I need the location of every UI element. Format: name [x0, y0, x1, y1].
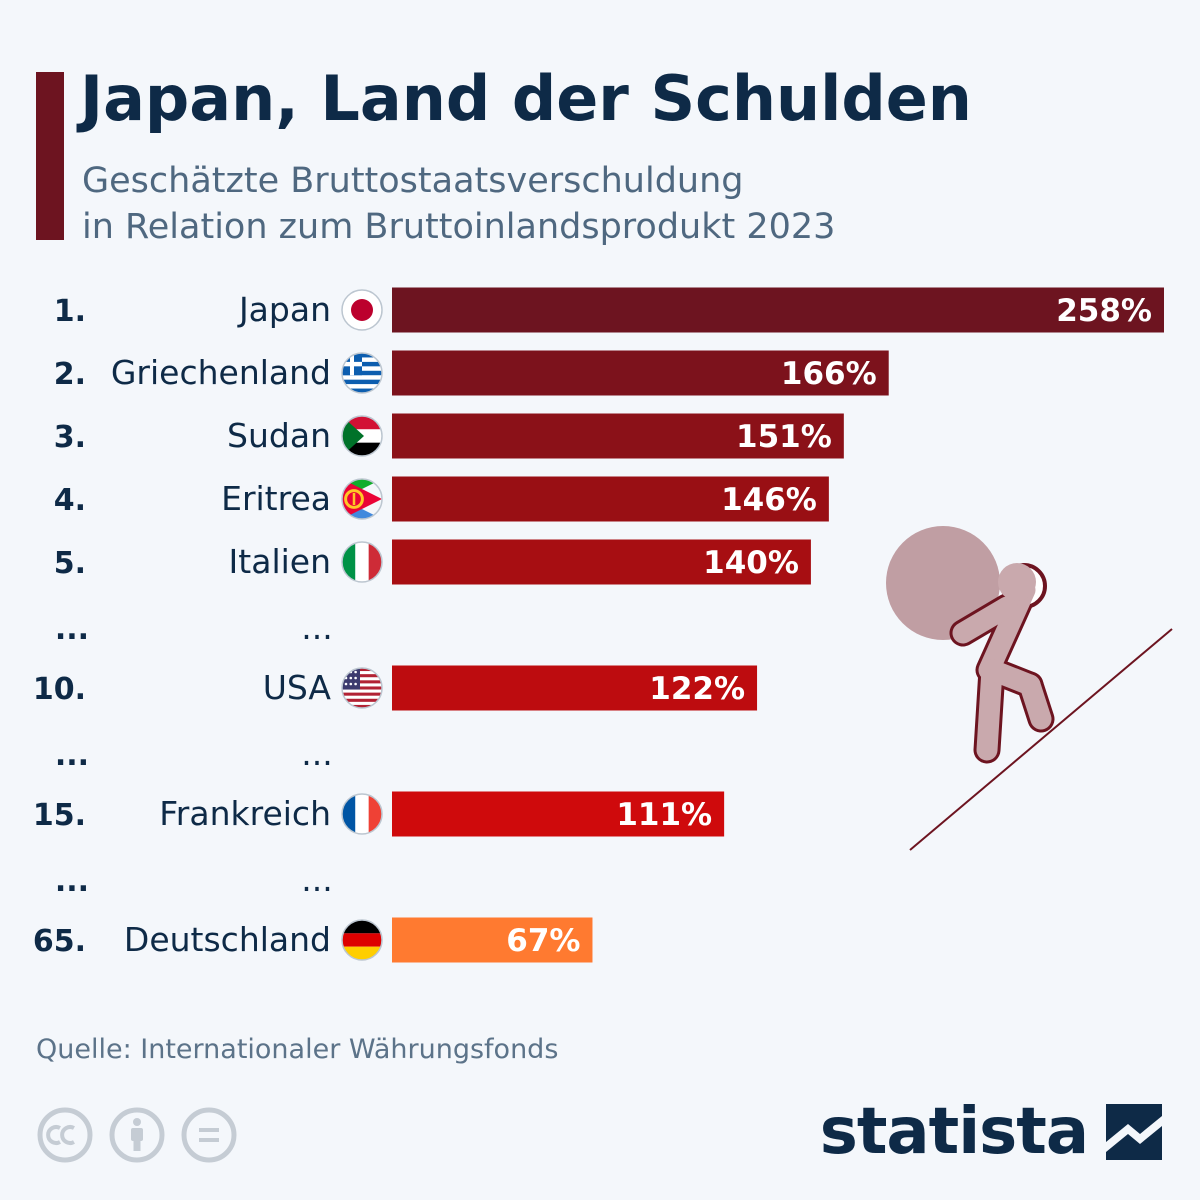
bar-value-label: 111% [616, 797, 712, 833]
rank-label: 15. [33, 798, 86, 833]
statista-logo: statista [820, 1100, 1164, 1164]
debt-bar-chart: 1. Japan 258% 2. Griechenland 166% 3. Sudan 151%… [33, 287, 1164, 963]
page-subtitle: Geschätzte Bruttostaatsverschuldung in R… [82, 158, 835, 250]
license-icons [36, 1106, 238, 1164]
chart-row: 2. Griechenland 166% [54, 350, 889, 396]
attribution-icon[interactable] [108, 1106, 166, 1164]
statista-logo-icon [1106, 1104, 1162, 1160]
country-label: Deutschland [124, 920, 331, 959]
title-accent-bar [36, 72, 64, 240]
rank-label: 65. [33, 924, 86, 959]
sudan-flag-icon [341, 415, 383, 457]
bar [392, 287, 1164, 333]
country-label: Sudan [227, 416, 331, 455]
no-derivatives-icon[interactable] [180, 1106, 238, 1164]
chart-row: 1. Japan 258% [54, 287, 1164, 333]
bar [392, 413, 844, 459]
country-label: Eritrea [221, 479, 331, 518]
chart-row: 3. Sudan 151% [54, 413, 844, 459]
rank-label: ... [55, 864, 89, 899]
bar [392, 917, 593, 963]
bar-value-label: 166% [781, 356, 877, 392]
chart-row: ...... [55, 860, 333, 899]
country-label: Japan [237, 290, 331, 329]
country-label: ... [301, 734, 332, 773]
country-label: Italien [229, 542, 331, 581]
france-flag-icon [341, 793, 383, 835]
bar-value-label: 122% [649, 671, 745, 707]
country-label: ... [301, 860, 332, 899]
source-note: Quelle: Internationaler Währungsfonds [36, 1034, 559, 1065]
bar [392, 539, 811, 585]
bar-value-label: 151% [736, 419, 832, 455]
country-label: ... [301, 608, 332, 647]
bar [392, 476, 829, 522]
chart-row: 5. Italien 140% [54, 539, 811, 585]
eritrea-flag-icon [341, 478, 383, 520]
bar-value-label: 140% [703, 545, 799, 581]
rank-label: 10. [33, 672, 86, 707]
rank-label: 5. [54, 546, 86, 581]
page-title: Japan, Land der Schulden [80, 62, 972, 135]
subtitle-line-2: in Relation zum Bruttoinlandsprodukt 202… [82, 207, 836, 247]
bar-value-label: 258% [1056, 293, 1152, 329]
chart-row: ...... [55, 608, 333, 647]
bar [392, 791, 725, 837]
brand-name: statista [819, 1095, 1089, 1169]
rank-label: 1. [54, 294, 86, 329]
germany-flag-icon [341, 919, 383, 961]
rank-label: ... [55, 612, 89, 647]
chart-row: 65. Deutschland 67% [33, 917, 593, 963]
greece-flag-icon [341, 352, 383, 394]
country-label: USA [263, 668, 332, 707]
rank-label: 2. [54, 357, 86, 392]
bar [392, 665, 758, 711]
rank-label: ... [55, 738, 89, 773]
person-pushing-boulder-uphill-icon [886, 526, 1173, 851]
bar-value-label: 146% [721, 482, 817, 518]
cc-icon[interactable] [36, 1106, 94, 1164]
chart-row: 4. Eritrea 146% [54, 476, 829, 522]
subtitle-line-1: Geschätzte Bruttostaatsverschuldung [82, 161, 744, 201]
country-label: Frankreich [159, 794, 331, 833]
bar [392, 350, 889, 396]
chart-row: 10. USA 122% [33, 665, 758, 711]
italy-flag-icon [341, 541, 383, 583]
chart-row: 15. Frankreich 111% [33, 791, 725, 837]
chart-row: ...... [55, 734, 333, 773]
rank-label: 3. [54, 420, 86, 455]
bar-value-label: 67% [506, 923, 580, 959]
rank-label: 4. [54, 483, 86, 518]
japan-flag-icon [341, 289, 383, 331]
usa-flag-icon [341, 667, 383, 709]
country-label: Griechenland [111, 353, 331, 392]
